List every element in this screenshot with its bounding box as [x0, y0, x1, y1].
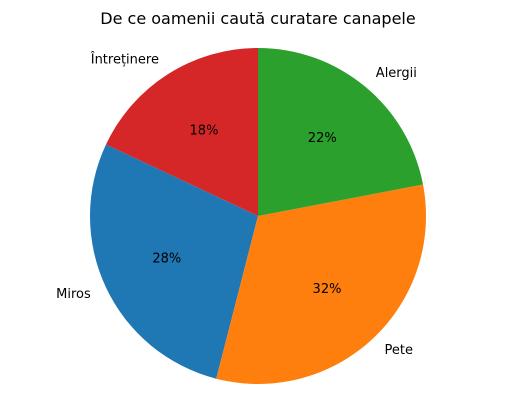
- slice-percent-miros: 28%: [152, 251, 181, 266]
- pie-slices: [90, 48, 426, 384]
- slice-label-alergii: Alergii: [376, 66, 417, 81]
- slice-label-intretinere: Întreținere: [90, 51, 159, 67]
- slice-label-pete: Pete: [385, 343, 413, 358]
- pie-labels: Întreținere 18% Miros 28% Pete 32% Alergii 22%: [56, 51, 417, 358]
- pie-slice-pete: [216, 184, 426, 384]
- slice-percent-pete: 32%: [313, 282, 342, 297]
- slice-label-miros: Miros: [56, 287, 91, 302]
- pie-slice-miros: [90, 144, 258, 379]
- slice-percent-alergii: 22%: [308, 131, 337, 146]
- slice-percent-intretinere: 18%: [190, 123, 219, 138]
- pie-slice-intretinere: [105, 48, 259, 216]
- pie-slice-alergii: [258, 48, 424, 216]
- chart-title: De ce oamenii caută curatare canapele: [100, 9, 415, 28]
